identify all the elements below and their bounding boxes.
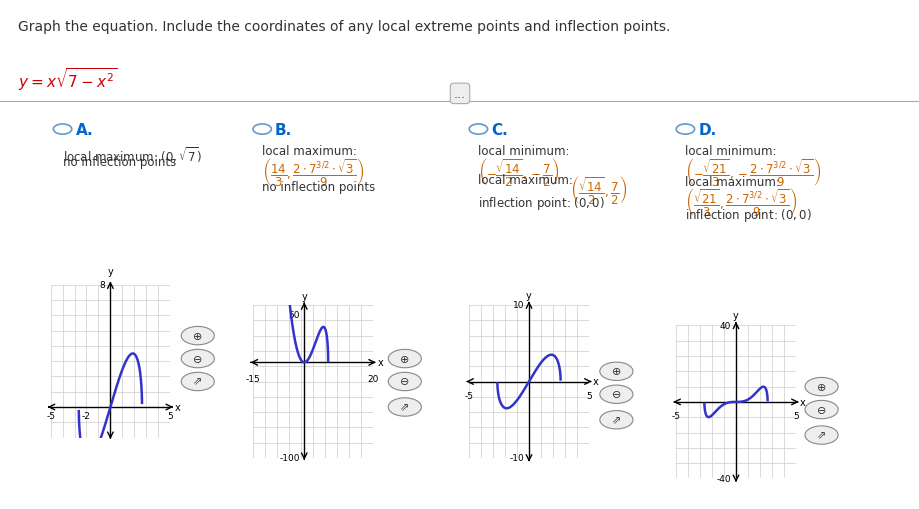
- Text: y: y: [108, 267, 113, 276]
- Text: ⊕: ⊕: [400, 354, 409, 364]
- Text: -40: -40: [716, 474, 731, 483]
- Circle shape: [804, 378, 837, 396]
- Text: local maximum:: local maximum:: [478, 174, 573, 187]
- Text: Graph the equation. Include the coordinates of any local extreme points and infl: Graph the equation. Include the coordina…: [18, 20, 670, 34]
- Text: 40: 40: [719, 321, 731, 330]
- Text: x: x: [377, 358, 382, 367]
- Text: ⊕: ⊕: [193, 331, 202, 341]
- Circle shape: [388, 350, 421, 368]
- Text: ⇗: ⇗: [400, 402, 409, 412]
- Text: x: x: [800, 397, 805, 407]
- Text: y: y: [732, 310, 738, 321]
- Circle shape: [181, 350, 214, 368]
- Circle shape: [804, 401, 837, 419]
- Text: -2: -2: [82, 411, 91, 420]
- Text: 5: 5: [792, 411, 798, 420]
- Circle shape: [181, 373, 214, 391]
- Text: ⊖: ⊖: [611, 389, 620, 400]
- Text: -5: -5: [671, 411, 680, 420]
- Text: 5: 5: [585, 391, 591, 400]
- Text: $\left(\dfrac{\sqrt{21}}{3}, \dfrac{2 \cdot 7^{3/2} \cdot \sqrt{3}}{9}\right)$: $\left(\dfrac{\sqrt{21}}{3}, \dfrac{2 \c…: [685, 186, 797, 218]
- Text: C.: C.: [491, 122, 507, 137]
- Circle shape: [181, 327, 214, 345]
- Circle shape: [599, 385, 632, 404]
- Text: ⊕: ⊕: [611, 366, 620, 377]
- Text: D.: D.: [698, 122, 716, 137]
- Text: y: y: [301, 292, 307, 301]
- Text: 20: 20: [367, 374, 378, 383]
- Text: ⇗: ⇗: [816, 430, 825, 440]
- Text: no inflection points: no inflection points: [62, 155, 176, 168]
- Text: $\left(-\dfrac{\sqrt{14}}{2}, -\dfrac{7}{2}\right)$: $\left(-\dfrac{\sqrt{14}}{2}, -\dfrac{7}…: [478, 155, 560, 187]
- Text: B.: B.: [275, 122, 292, 137]
- Circle shape: [388, 373, 421, 391]
- Text: y: y: [526, 290, 531, 300]
- Text: x: x: [175, 402, 180, 412]
- Text: $\left(\dfrac{14}{3}, \dfrac{2 \cdot 7^{3/2} \cdot \sqrt{3}}{9}\right)$: $\left(\dfrac{14}{3}, \dfrac{2 \cdot 7^{…: [262, 155, 364, 187]
- Text: -15: -15: [245, 374, 260, 383]
- Text: -5: -5: [464, 391, 473, 400]
- Circle shape: [599, 362, 632, 381]
- Text: local maximum:: local maximum:: [262, 145, 357, 158]
- Text: ⊖: ⊖: [816, 405, 825, 415]
- Text: 50: 50: [289, 310, 300, 320]
- Text: ⇗: ⇗: [193, 377, 202, 387]
- Text: ...: ...: [453, 88, 466, 101]
- Text: no inflection points: no inflection points: [262, 181, 375, 193]
- Circle shape: [388, 398, 421, 416]
- Text: ⊖: ⊖: [400, 377, 409, 387]
- Text: 5: 5: [167, 411, 173, 420]
- Text: local maximum:: local maximum:: [685, 176, 779, 188]
- Text: 8: 8: [100, 280, 106, 290]
- Text: $y = x\sqrt{7 - x^2}$: $y = x\sqrt{7 - x^2}$: [18, 66, 118, 93]
- Text: ⊖: ⊖: [193, 354, 202, 364]
- Text: inflection point: $(0, 0)$: inflection point: $(0, 0)$: [478, 194, 605, 211]
- Text: local minimum:: local minimum:: [478, 145, 569, 158]
- Circle shape: [599, 411, 632, 429]
- Text: local minimum:: local minimum:: [685, 145, 776, 158]
- Text: 10: 10: [512, 301, 524, 310]
- Text: inflection point: $(0, 0)$: inflection point: $(0, 0)$: [685, 206, 811, 223]
- Text: $\left(\dfrac{\sqrt{14}}{2}, \dfrac{7}{2}\right)$: $\left(\dfrac{\sqrt{14}}{2}, \dfrac{7}{2…: [570, 174, 627, 206]
- Text: $\left(-\dfrac{\sqrt{21}}{3}, -\dfrac{2 \cdot 7^{3/2} \cdot \sqrt{3}}{9}\right)$: $\left(-\dfrac{\sqrt{21}}{3}, -\dfrac{2 …: [685, 155, 821, 187]
- Text: -5: -5: [46, 411, 55, 420]
- Text: ⊕: ⊕: [816, 382, 825, 392]
- Text: -10: -10: [509, 454, 524, 463]
- Text: ⇗: ⇗: [611, 415, 620, 425]
- Circle shape: [804, 426, 837, 444]
- Text: local maximum: $(0, \sqrt{7})$: local maximum: $(0, \sqrt{7})$: [62, 145, 201, 165]
- Text: A.: A.: [75, 122, 93, 137]
- Text: -100: -100: [279, 454, 300, 463]
- Text: x: x: [593, 377, 598, 387]
